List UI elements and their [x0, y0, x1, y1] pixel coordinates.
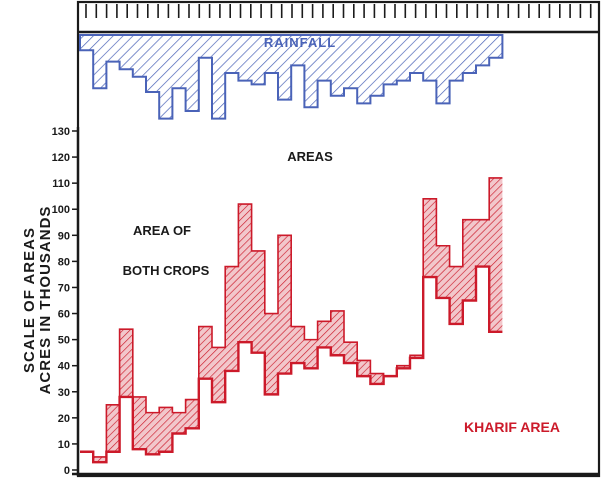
y-tick-label: 110	[52, 178, 70, 190]
y-tick-label: 80	[58, 256, 70, 268]
both-crops-line	[80, 177, 503, 458]
y-axis-title-line1: SCALE OF AREAS	[21, 227, 38, 373]
area-of-label: AREA OF	[133, 223, 191, 238]
y-tick-label: 40	[58, 361, 70, 373]
y-tick-label: 50	[58, 335, 70, 347]
rainfall-series	[79, 34, 504, 120]
y-tick-label: 10	[58, 439, 70, 451]
kharif-area-line	[80, 265, 503, 464]
area-series	[80, 177, 503, 464]
y-tick-label: 90	[58, 230, 70, 242]
y-tick-label: 20	[58, 413, 70, 425]
y-axis: 0 10 20 30 40 50 60 70 80 90 100 110 120 130	[52, 126, 599, 477]
y-tick-label: 130	[52, 126, 70, 138]
y-tick-label: 0	[64, 465, 70, 477]
y-tick-label: 60	[58, 309, 70, 321]
both-crops-label: BOTH CROPS	[123, 263, 210, 278]
rainfall-steps	[79, 34, 504, 120]
y-axis-title-line2: ACRES IN THOUSANDS	[37, 206, 54, 395]
top-tick-marks	[85, 4, 592, 18]
y-tick-label: 30	[58, 387, 70, 399]
kharif-area-label: KHARIF AREA	[464, 419, 560, 435]
y-tick-label: 100	[52, 204, 70, 216]
rainfall-label: RAINFALL	[264, 35, 336, 50]
y-tick-label: 70	[58, 282, 70, 294]
areas-label: AREAS	[287, 149, 333, 164]
y-tick-label: 120	[52, 152, 70, 164]
